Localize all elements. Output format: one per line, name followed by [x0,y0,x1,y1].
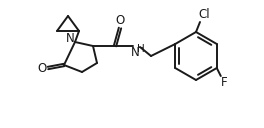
Text: O: O [37,61,47,74]
Text: F: F [220,76,227,88]
Text: O: O [115,14,125,28]
Text: H: H [137,44,145,54]
Text: Cl: Cl [198,8,210,22]
Text: N: N [131,45,139,58]
Text: N: N [66,31,74,45]
